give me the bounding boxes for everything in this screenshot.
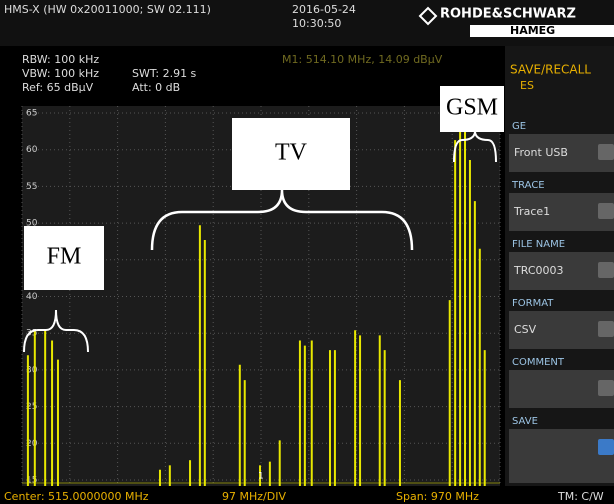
marker-readout: M1: 514.10 MHz, 14.09 dBµV xyxy=(282,53,443,66)
y-tick-label: 25 xyxy=(26,402,37,412)
vbw: VBW: 100 kHz xyxy=(22,67,99,80)
logo xyxy=(418,6,438,26)
menu-button[interactable] xyxy=(509,134,614,172)
menu-button[interactable] xyxy=(509,193,614,231)
annotation: TV xyxy=(275,140,308,166)
att: Att: 0 dB xyxy=(132,81,180,94)
menu-sub: ES xyxy=(520,79,534,92)
instrument: HMS-X (HW 0x20011000; SW 02.111) xyxy=(4,3,211,16)
menu-label: TRACE xyxy=(511,180,545,191)
time: 10:30:50 xyxy=(292,17,341,30)
y-tick-label: 55 xyxy=(26,182,37,192)
menu-value: TRC0003 xyxy=(513,264,564,277)
brand: ROHDE&SCHWARZ xyxy=(440,7,576,22)
center: Center: 515.0000000 MHz xyxy=(4,490,149,503)
menu-value: Trace1 xyxy=(513,205,550,218)
menu-icon xyxy=(598,262,614,278)
menu-button[interactable] xyxy=(509,429,614,483)
menu-icon xyxy=(598,439,614,455)
menu-button[interactable] xyxy=(509,252,614,290)
gsm-box xyxy=(440,86,504,132)
menu-icon xyxy=(598,321,614,337)
mode: TM: C/W xyxy=(557,490,604,503)
y-tick-label: 15 xyxy=(26,476,37,486)
menu-label: FORMAT xyxy=(512,298,554,309)
fm-box xyxy=(24,226,104,290)
div: 97 MHz/DIV xyxy=(222,490,286,503)
menu-button[interactable] xyxy=(509,370,614,408)
menu-label: FILE NAME xyxy=(512,239,565,250)
y-tick-label: 65 xyxy=(26,109,37,119)
menu-value: Front USB xyxy=(514,146,568,159)
y-tick-label: 20 xyxy=(26,439,38,449)
menu-icon xyxy=(598,380,614,396)
tv-brace xyxy=(150,189,414,251)
y-tick-label: 30 xyxy=(26,365,38,375)
annotation: FM xyxy=(47,244,82,270)
y-tick-label: 35 xyxy=(26,329,37,339)
menu-label: GE xyxy=(512,121,526,132)
gsm-brace xyxy=(453,131,497,163)
y-tick-label: 60 xyxy=(26,145,38,155)
marker-label: 1 xyxy=(258,472,264,482)
menu-button[interactable] xyxy=(509,311,614,349)
ref: Ref: 65 dBµV xyxy=(22,81,94,94)
menu-title: SAVE/RECALL xyxy=(510,63,591,77)
rbw: RBW: 100 kHz xyxy=(22,53,99,66)
span: Span: 970 MHz xyxy=(396,490,479,503)
menu-label: SAVE xyxy=(512,416,538,427)
menu-icon xyxy=(598,144,614,160)
brand-band xyxy=(470,25,614,37)
tv-box xyxy=(232,118,350,190)
y-tick-label: 50 xyxy=(26,219,38,229)
top-bar xyxy=(0,0,614,46)
menu-value: CSV xyxy=(514,323,537,336)
sub-brand: HAMEG xyxy=(510,24,555,37)
annotation: GSM xyxy=(446,95,498,121)
fm-brace xyxy=(23,309,89,353)
menu-icon xyxy=(598,203,614,219)
swt: SWT: 2.91 s xyxy=(132,67,197,80)
menu-label: COMMENT xyxy=(512,357,565,368)
y-tick-label: 40 xyxy=(26,292,38,302)
date: 2016-05-24 xyxy=(292,3,356,16)
